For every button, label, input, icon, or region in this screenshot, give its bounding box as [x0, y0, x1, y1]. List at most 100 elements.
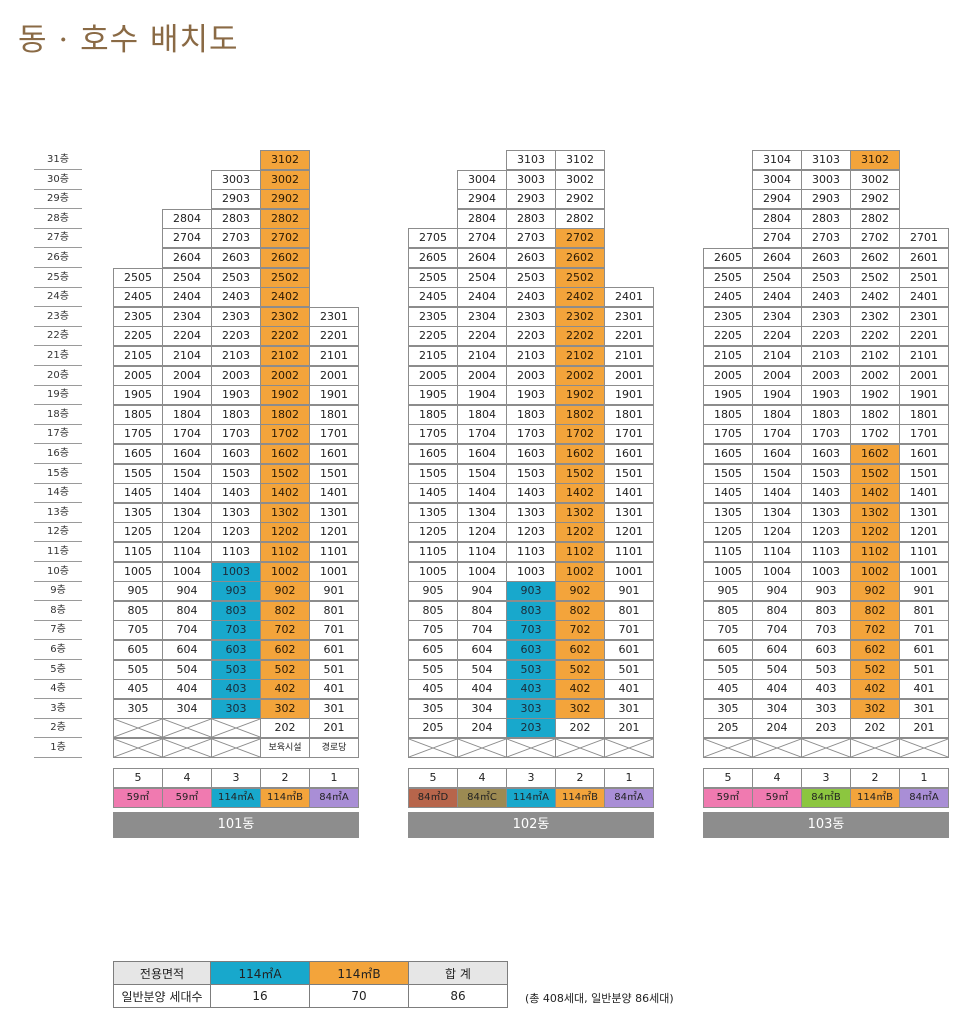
unit-cell: 1401 — [604, 483, 654, 504]
unit-cell: 1804 — [457, 404, 507, 425]
unit-cell: 1102 — [850, 542, 900, 562]
unit-cell: 905 — [703, 581, 753, 602]
empty-cell — [162, 738, 212, 758]
unit-cell: 802 — [850, 600, 900, 621]
line-number: 4 — [162, 768, 212, 788]
floor-label: 26층 — [34, 248, 82, 268]
unit-cell: 3103 — [506, 150, 556, 170]
unit-cell: 3003 — [801, 169, 851, 190]
unit-cell: 2804 — [752, 208, 802, 229]
unit-cell: 2105 — [408, 346, 458, 366]
unit-cell: 2502 — [850, 267, 900, 288]
unit-cell: 2704 — [457, 228, 507, 249]
line-number: 1 — [309, 768, 359, 788]
unit-cell: 703 — [801, 620, 851, 641]
unit-cell: 2603 — [506, 248, 556, 268]
unit-cell: 405 — [408, 679, 458, 700]
unit-cell: 2705 — [408, 228, 458, 249]
summary-type-b: 114㎡B — [309, 961, 409, 985]
unit-cell: 503 — [801, 659, 851, 680]
unit-cell: 1802 — [555, 404, 605, 425]
unit-cell: 2205 — [703, 326, 753, 347]
unit-cell: 903 — [801, 581, 851, 602]
unit-cell: 1904 — [162, 385, 212, 406]
unit-cell: 1601 — [604, 444, 654, 464]
unit-cell: 1505 — [703, 463, 753, 484]
unit-cell: 1705 — [408, 424, 458, 445]
unit-cell: 1304 — [752, 502, 802, 523]
unit-cell: 2602 — [850, 248, 900, 268]
unit-cell: 903 — [211, 581, 261, 602]
floor-label: 5층 — [34, 660, 82, 680]
unit-cell: 1603 — [211, 444, 261, 464]
unit-cell: 3002 — [555, 169, 605, 190]
unit-cell: 1705 — [113, 424, 163, 445]
unit-cell: 1505 — [408, 463, 458, 484]
unit-type-label: 84㎡A — [899, 788, 949, 808]
unit-cell: 502 — [555, 659, 605, 680]
unit-cell: 904 — [752, 581, 802, 602]
unit-cell: 302 — [555, 698, 605, 719]
unit-cell: 602 — [555, 640, 605, 660]
unit-cell: 501 — [309, 659, 359, 680]
unit-type-label: 59㎡ — [703, 788, 753, 808]
unit-cell: 804 — [162, 600, 212, 621]
unit-cell: 403 — [801, 679, 851, 700]
empty-cell — [457, 738, 507, 758]
unit-cell: 1202 — [850, 522, 900, 543]
unit-cell: 2404 — [457, 287, 507, 308]
unit-cell: 1504 — [752, 463, 802, 484]
unit-cell: 2205 — [113, 326, 163, 347]
unit-cell: 2403 — [506, 287, 556, 308]
unit-cell: 2004 — [752, 365, 802, 386]
empty-cell — [211, 718, 261, 739]
floor-label: 29층 — [34, 189, 82, 210]
unit-cell: 2103 — [211, 346, 261, 366]
unit-cell: 2804 — [162, 208, 212, 229]
unit-cell: 1501 — [899, 463, 949, 484]
unit-cell: 2605 — [703, 248, 753, 268]
unit-cell: 804 — [752, 600, 802, 621]
unit-cell: 2604 — [752, 248, 802, 268]
line-number: 4 — [457, 768, 507, 788]
unit-cell: 1105 — [703, 542, 753, 562]
unit-cell: 1602 — [260, 444, 310, 464]
unit-cell: 2001 — [899, 365, 949, 386]
unit-cell: 2902 — [850, 189, 900, 210]
unit-cell: 1002 — [260, 561, 310, 582]
unit-cell: 501 — [604, 659, 654, 680]
unit-cell: 2302 — [260, 306, 310, 327]
unit-cell: 1405 — [113, 483, 163, 504]
floor-label: 31층 — [34, 150, 82, 170]
unit-cell: 502 — [850, 659, 900, 680]
floor-label: 20층 — [34, 366, 82, 386]
unit-cell: 1204 — [162, 522, 212, 543]
unit-cell: 2803 — [801, 208, 851, 229]
unit-cell: 1004 — [752, 561, 802, 582]
line-number: 3 — [506, 768, 556, 788]
unit-cell: 1005 — [113, 561, 163, 582]
unit-type-label: 59㎡ — [752, 788, 802, 808]
floor-label: 18층 — [34, 405, 82, 425]
unit-cell: 1001 — [309, 561, 359, 582]
unit-cell: 3102 — [555, 150, 605, 170]
unit-cell: 3002 — [260, 169, 310, 190]
unit-cell: 1301 — [604, 502, 654, 523]
unit-cell: 2401 — [604, 287, 654, 308]
unit-cell: 2802 — [555, 208, 605, 229]
unit-cell: 1501 — [604, 463, 654, 484]
unit-cell: 1803 — [211, 404, 261, 425]
unit-cell: 2103 — [506, 346, 556, 366]
unit-cell: 1804 — [162, 404, 212, 425]
unit-type-label: 84㎡D — [408, 788, 458, 808]
unit-cell: 1005 — [703, 561, 753, 582]
unit-cell: 2202 — [260, 326, 310, 347]
unit-cell: 1403 — [801, 483, 851, 504]
summary-count-a: 16 — [210, 984, 310, 1008]
unit-cell: 1905 — [113, 385, 163, 406]
unit-cell: 904 — [457, 581, 507, 602]
line-number: 1 — [899, 768, 949, 788]
unit-cell: 705 — [408, 620, 458, 641]
unit-cell: 1603 — [801, 444, 851, 464]
unit-cell: 1604 — [752, 444, 802, 464]
